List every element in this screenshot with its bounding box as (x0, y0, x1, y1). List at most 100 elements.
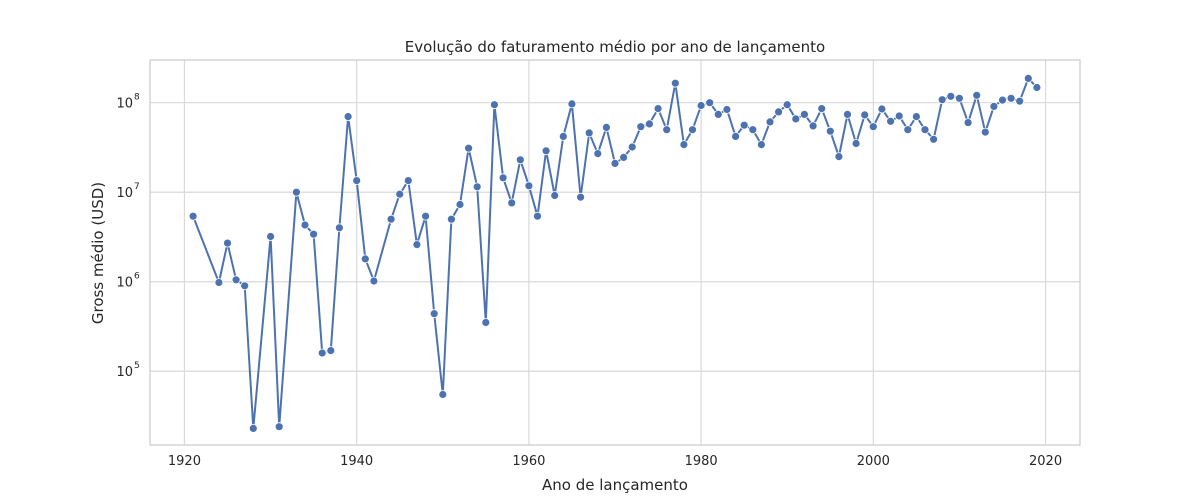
data-point (291, 187, 301, 197)
y-tick-exponent: 5 (134, 361, 140, 371)
data-point (214, 278, 224, 287)
data-point (989, 102, 999, 111)
x-axis-label: Ano de lançamento (542, 476, 688, 494)
data-point (713, 110, 723, 119)
data-point (550, 191, 560, 200)
grid (150, 60, 1080, 445)
data-point (653, 104, 663, 113)
data-point (765, 117, 775, 127)
data-point (662, 125, 672, 135)
data-point (403, 176, 413, 186)
data-point (903, 125, 913, 135)
data-point (455, 200, 465, 209)
data-point (421, 211, 431, 221)
data-point (602, 123, 611, 132)
data-point (386, 214, 396, 224)
data-point (774, 107, 783, 117)
y-axis-label: Gross médio (USD) (89, 182, 107, 324)
data-point (481, 318, 491, 327)
data-point (515, 155, 525, 165)
y-tick-label: 10 5 (116, 361, 139, 380)
data-point (688, 125, 697, 135)
data-point (533, 211, 542, 221)
data-point (817, 104, 827, 113)
data-point (782, 100, 792, 110)
data-point (558, 131, 568, 141)
y-tick-exponent: 7 (134, 182, 140, 192)
x-tick-label: 2020 (1029, 454, 1062, 469)
data-point (507, 198, 517, 208)
data-point (980, 127, 990, 137)
data-point (429, 309, 439, 319)
data-point (438, 390, 448, 399)
data-point (868, 122, 878, 132)
data-point (619, 152, 628, 162)
y-tick-label: 10 6 (116, 272, 140, 291)
data-point (731, 131, 740, 141)
data-point (317, 348, 327, 358)
data-point (748, 125, 758, 135)
data-point (834, 152, 844, 162)
data-point (188, 211, 198, 221)
data-point (1023, 74, 1033, 83)
data-point (946, 91, 956, 101)
x-tick-label: 1960 (512, 454, 545, 469)
data-point (877, 104, 887, 114)
data-point (266, 232, 276, 241)
data-point (584, 128, 594, 138)
data-point (705, 98, 715, 108)
data-point (937, 95, 947, 105)
data-point (808, 121, 818, 131)
data-point (645, 119, 654, 129)
data-point (627, 142, 637, 152)
data-point (352, 176, 362, 186)
data-point (524, 181, 534, 191)
data-point (894, 111, 904, 121)
data-point (972, 90, 982, 100)
data-point (800, 110, 809, 119)
data-point (395, 189, 405, 199)
data-point (593, 149, 603, 159)
y-tick-exponent: 6 (134, 272, 140, 282)
y-tick-label: 10 8 (116, 93, 140, 112)
data-point (360, 254, 370, 264)
data-point (1032, 83, 1042, 92)
data-point (446, 214, 456, 224)
plot-frame (149, 59, 1081, 446)
data-point (722, 105, 732, 114)
data-point (998, 95, 1007, 105)
data-point (300, 220, 310, 230)
data-point (248, 423, 258, 433)
data-point (240, 281, 250, 291)
data-point (369, 276, 379, 286)
data-point (791, 114, 801, 124)
data-point (567, 99, 577, 109)
data-point (489, 100, 499, 110)
data-point (231, 275, 241, 285)
data-point (576, 192, 585, 202)
data-point (472, 182, 482, 192)
data-point (739, 120, 749, 130)
data-point (696, 101, 706, 110)
data-point (851, 139, 861, 148)
data-point (636, 122, 646, 132)
data-point (860, 110, 870, 120)
data-point (464, 143, 474, 153)
data-point (1006, 93, 1016, 103)
data-point (955, 93, 964, 103)
data-point (541, 146, 551, 156)
data-point (343, 112, 353, 121)
data-point (498, 173, 508, 183)
data-point (309, 229, 319, 239)
x-tick-label: 2000 (857, 454, 890, 469)
y-tick-exponent: 8 (134, 93, 140, 103)
y-tick-base: 10 (116, 186, 133, 201)
data-point (412, 240, 422, 250)
series-line (192, 76, 1038, 429)
data-point (843, 110, 852, 119)
data-point (334, 223, 344, 233)
data-point (326, 346, 336, 356)
